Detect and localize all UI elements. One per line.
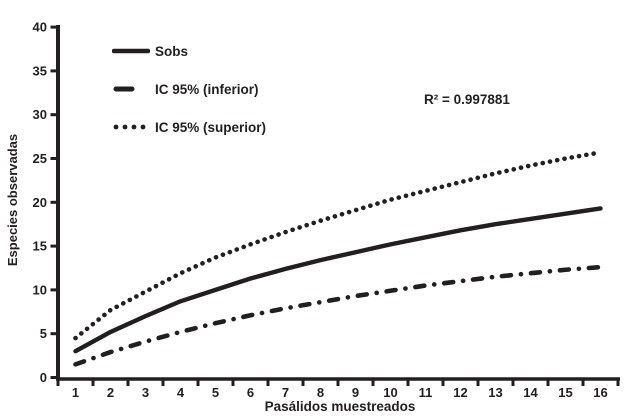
legend-item-ic-inferior: IC 95% (inferior) <box>112 81 266 97</box>
y-tick-label: 10 <box>33 282 47 297</box>
solid-line-swatch-icon <box>112 48 150 54</box>
legend-item-ic-superior: IC 95% (superior) <box>112 119 267 135</box>
series-line-dash-dot <box>73 264 603 367</box>
series-line-solid <box>73 206 603 354</box>
y-tick-label: 5 <box>40 326 47 341</box>
x-tick-label: 2 <box>107 385 114 400</box>
x-tick-label: 15 <box>558 385 572 400</box>
x-tick-label: 7 <box>282 385 289 400</box>
dash-swatch-icon <box>113 86 135 92</box>
y-tick-label: 15 <box>33 239 47 254</box>
legend: Sobs IC 95% (inferior) IC 95% (superior) <box>112 44 266 158</box>
legend-item-sobs: Sobs <box>112 43 266 59</box>
x-tick-label: 13 <box>488 385 502 400</box>
y-axis-title: Especies observadas <box>5 133 20 267</box>
x-tick-label: 6 <box>247 385 254 400</box>
series-line-dotted <box>73 150 603 341</box>
y-tick-label: 40 <box>33 20 47 35</box>
x-tick-label: 1 <box>72 385 79 400</box>
y-tick-label: 25 <box>33 151 47 166</box>
x-axis-title: Pasálidos muestreados <box>264 399 416 414</box>
legend-label-ic-inferior: IC 95% (inferior) <box>155 81 259 97</box>
y-tick-label: 20 <box>33 195 47 210</box>
x-tick-label: 14 <box>523 385 538 400</box>
y-tick-label: 0 <box>40 370 47 385</box>
x-tick-label: 3 <box>142 385 149 400</box>
dotted-swatch-icon <box>113 124 146 130</box>
y-tick-label: 30 <box>33 107 47 122</box>
x-tick-label: 10 <box>383 385 397 400</box>
y-tick-label: 35 <box>33 63 47 78</box>
x-tick-label: 12 <box>453 385 467 400</box>
legend-label-sobs: Sobs <box>155 43 189 59</box>
x-tick-label: 4 <box>177 385 185 400</box>
legend-label-ic-superior: IC 95% (superior) <box>155 119 267 135</box>
x-tick-label: 11 <box>419 385 433 400</box>
x-tick-label: 9 <box>352 385 359 400</box>
r-squared-annotation: R² = 0.997881 <box>424 92 510 107</box>
x-tick-label: 5 <box>212 385 219 400</box>
x-tick-label: 8 <box>317 385 324 400</box>
x-tick-label: 16 <box>593 385 607 400</box>
